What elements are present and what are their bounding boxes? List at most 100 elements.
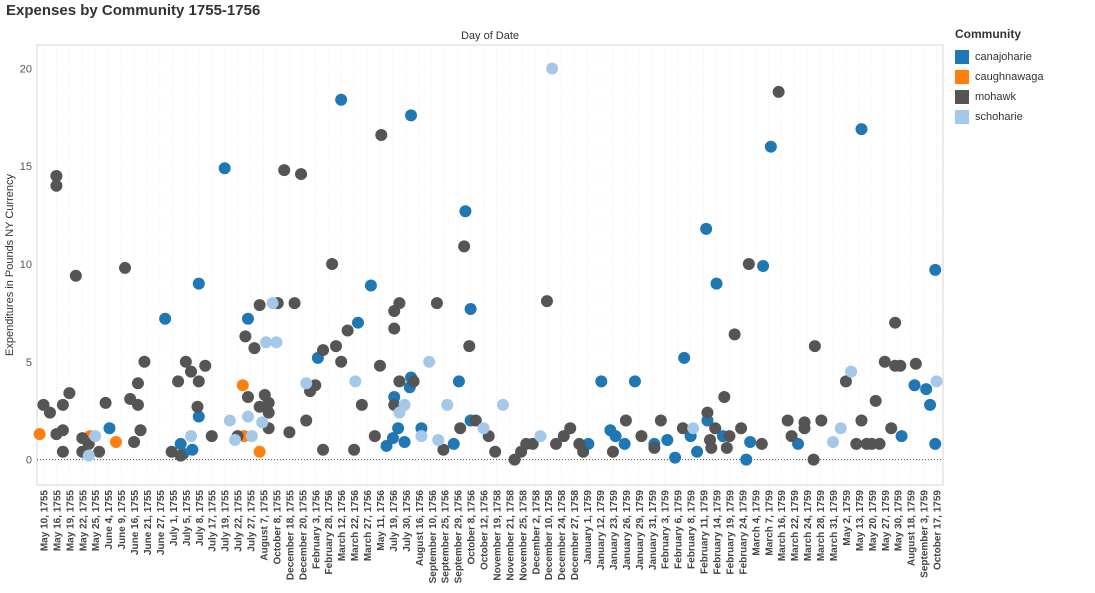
x-tick-label: July 17, 1755	[208, 490, 219, 552]
data-point-schoharie	[687, 422, 700, 435]
legend-label: caughnawaga	[975, 71, 1044, 83]
data-point-mohawk	[718, 391, 731, 403]
data-point-canajoharie	[920, 383, 933, 396]
legend-item-schoharie: schoharie	[955, 107, 1090, 127]
data-point-mohawk	[131, 377, 144, 390]
data-point-mohawk	[437, 443, 450, 456]
data-point-mohawk	[540, 295, 553, 308]
data-point-mohawk	[606, 445, 619, 458]
x-tick-label: January 29, 1759	[635, 490, 646, 570]
data-point-canajoharie	[691, 445, 704, 458]
data-point-mohawk	[430, 297, 443, 310]
data-point-mohawk	[676, 422, 689, 435]
data-point-schoharie	[834, 422, 847, 435]
x-tick-label: February 6, 1759	[674, 490, 685, 569]
data-point-mohawk	[341, 324, 354, 337]
x-tick-label: February 8, 1759	[687, 490, 698, 569]
data-point-mohawk	[69, 269, 82, 282]
data-point-mohawk	[469, 414, 482, 427]
data-point-mohawk	[172, 375, 185, 388]
data-point-schoharie	[930, 375, 943, 388]
data-point-canajoharie	[740, 453, 753, 466]
data-point-canajoharie	[103, 422, 116, 435]
x-tick-label: December 27, 1758	[570, 490, 581, 581]
data-point-mohawk	[309, 379, 322, 392]
x-tick-label: December 18, 1755	[285, 490, 296, 581]
data-point-caughnawaga	[236, 379, 249, 392]
data-point-mohawk	[368, 430, 381, 443]
legend-title: Community	[955, 27, 1021, 41]
data-point-canajoharie	[241, 312, 254, 325]
x-tick-label: March 31, 1759	[829, 490, 840, 562]
data-point-mohawk	[239, 330, 252, 343]
data-point-schoharie	[270, 336, 283, 349]
x-tick-label: May 11, 1756	[376, 490, 387, 551]
data-point-mohawk	[855, 414, 868, 427]
data-point-schoharie	[256, 416, 269, 429]
data-point-canajoharie	[459, 205, 472, 218]
x-tick-label: August 7, 1755	[260, 490, 271, 561]
data-point-schoharie	[89, 430, 102, 443]
x-tick-label: March 7, 1759	[764, 490, 775, 556]
x-tick-label: September 3, 1759	[920, 490, 931, 578]
data-point-mohawk	[755, 437, 768, 450]
data-point-mohawk	[355, 398, 368, 411]
x-tick-label: July 8, 1755	[195, 490, 206, 547]
data-point-canajoharie	[218, 162, 231, 175]
data-point-mohawk	[388, 322, 401, 335]
legend-label: mohawk	[975, 91, 1016, 103]
x-tick-label: January 1, 1759	[583, 490, 594, 565]
x-tick-label: May 25, 1755	[91, 490, 102, 552]
data-point-canajoharie	[392, 422, 405, 435]
data-point-canajoharie	[895, 430, 908, 443]
chart-title: Expenses by Community 1755-1756	[6, 2, 261, 19]
x-tick-label: January 31, 1759	[648, 490, 659, 570]
top-axis-label: Day of Date	[461, 30, 519, 42]
x-tick-label: December 24, 1758	[557, 490, 568, 581]
legend-swatch	[955, 50, 969, 64]
data-point-mohawk	[850, 437, 863, 450]
data-point-mohawk	[458, 240, 471, 253]
legend-swatch	[955, 70, 969, 84]
x-tick-label: December 2, 1758	[531, 490, 542, 575]
data-point-mohawk	[283, 426, 296, 439]
data-point-mohawk	[56, 398, 69, 411]
data-point-mohawk	[407, 375, 420, 388]
x-tick-label: February 3, 1759	[661, 490, 672, 569]
data-point-mohawk	[808, 340, 821, 353]
data-point-schoharie	[432, 434, 445, 447]
data-point-schoharie	[223, 414, 236, 427]
data-point-mohawk	[295, 168, 308, 181]
data-point-mohawk	[192, 375, 205, 388]
data-point-mohawk	[262, 406, 275, 419]
data-point-schoharie	[826, 435, 839, 448]
legend-swatch	[955, 110, 969, 124]
data-point-mohawk	[138, 355, 151, 368]
x-tick-label: May 13, 1759	[855, 490, 866, 552]
data-point-caughnawaga	[33, 428, 46, 441]
data-point-mohawk	[191, 400, 204, 413]
x-tick-label: October 12, 1756	[480, 490, 491, 570]
x-tick-label: June 16, 1755	[130, 490, 141, 555]
data-point-mohawk	[742, 258, 755, 271]
legend-label: canajoharie	[975, 51, 1032, 63]
data-point-mohawk	[262, 396, 275, 409]
x-tick-label: March 22, 1756	[350, 490, 361, 562]
data-point-mohawk	[454, 422, 467, 435]
data-point-canajoharie	[628, 375, 641, 388]
data-point-canajoharie	[174, 437, 187, 450]
x-tick-label: March 22, 1759	[790, 490, 801, 562]
data-point-mohawk	[526, 437, 539, 450]
legend-label: schoharie	[975, 111, 1023, 123]
data-point-canajoharie	[192, 277, 205, 290]
x-tick-label: December 20, 1755	[298, 490, 309, 581]
x-tick-label: June 21, 1755	[143, 490, 154, 555]
x-tick-label: July 19, 1756	[389, 490, 400, 552]
x-tick-label: July 27, 1755	[247, 490, 258, 552]
data-point-mohawk	[635, 430, 648, 443]
data-point-canajoharie	[744, 435, 757, 448]
data-point-mohawk	[300, 414, 313, 427]
x-tick-label: February 19, 1759	[725, 490, 736, 575]
data-point-mohawk	[50, 179, 63, 192]
data-point-mohawk	[735, 422, 748, 435]
